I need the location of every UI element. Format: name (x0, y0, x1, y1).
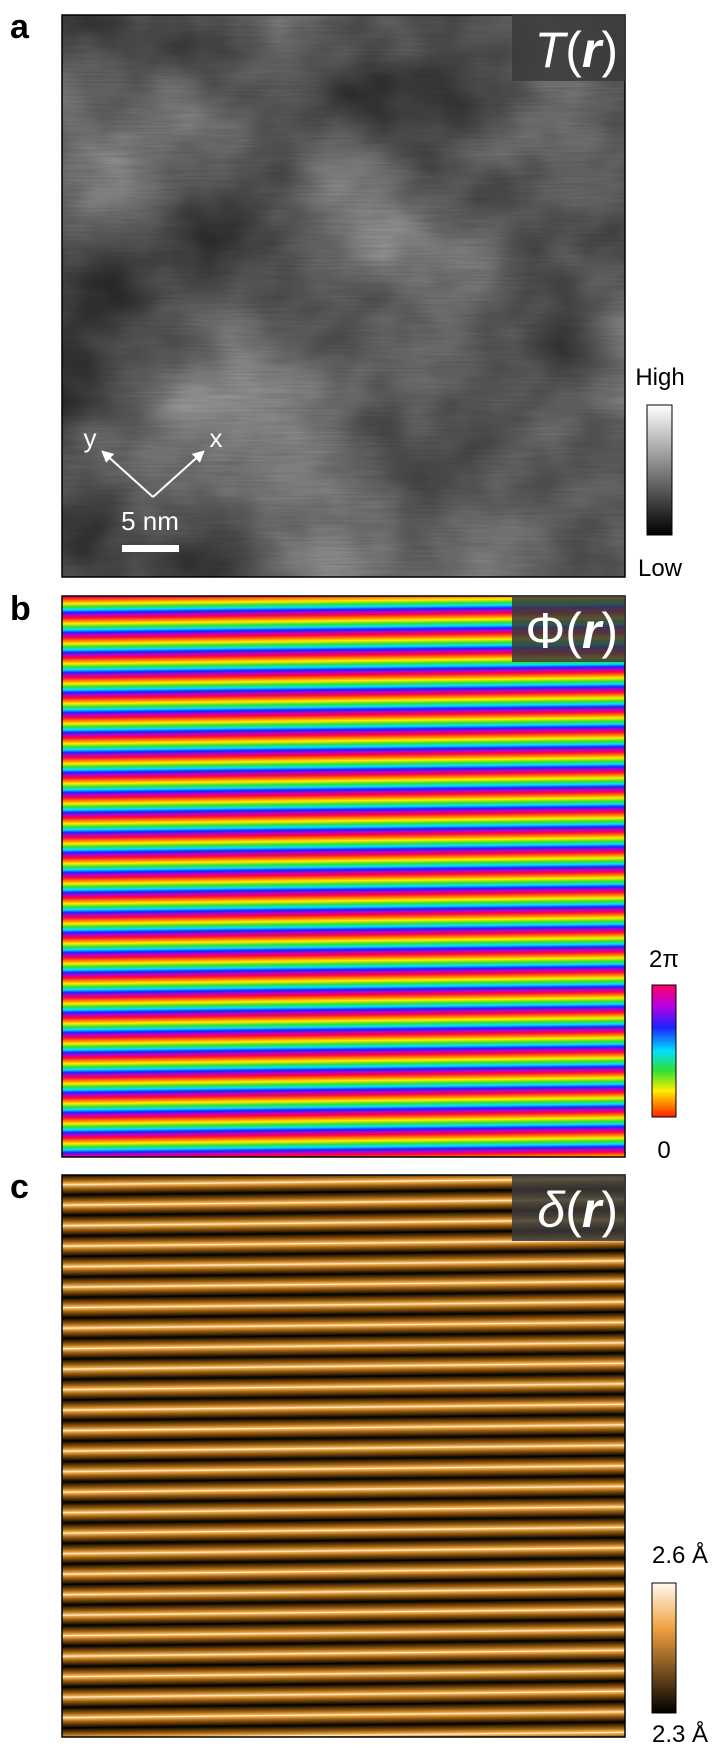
colorbar-top-label: 2π (649, 946, 679, 973)
colorbar-bottom-label: 0 (657, 1137, 670, 1164)
colorbar-top-label: High (635, 364, 684, 391)
panel-label: c (10, 1168, 29, 1206)
title-symbol: T (535, 22, 569, 78)
panel-label: b (10, 590, 31, 628)
frame (61, 1174, 626, 1738)
title-arg: r (582, 1182, 604, 1238)
colorbar-bottom-label: Low (638, 555, 683, 582)
colorbar-bottom-label: 2.3 Å (652, 1720, 708, 1748)
y-axis-arrow (101, 450, 154, 498)
title-symbol: Φ (525, 603, 565, 659)
topography-map (62, 15, 625, 577)
panel-title: T(r) (535, 22, 618, 78)
scale-bar-label: 5 nm (121, 506, 179, 536)
colorbar (651, 984, 677, 1118)
panel-label: a (10, 8, 30, 46)
title-paren: ) (601, 1182, 618, 1238)
colorbar (646, 404, 673, 536)
panel-title: Φ(r) (525, 603, 618, 659)
title-arg: r (582, 22, 604, 78)
title-paren: ) (601, 22, 618, 78)
title-symbol: δ (537, 1182, 566, 1238)
frame (61, 595, 626, 1158)
colorbar-top-label: 2.6 Å (652, 1541, 708, 1569)
title-box (512, 15, 625, 81)
phase-map (62, 596, 625, 1157)
title-paren: ) (601, 603, 618, 659)
y-axis-label: y (84, 423, 97, 453)
scale-bar (122, 545, 179, 552)
title-paren: ( (565, 603, 582, 659)
panel-title: δ(r) (537, 1182, 618, 1238)
x-axis-arrow (152, 450, 205, 498)
title-paren: ( (565, 1182, 582, 1238)
frame (61, 14, 626, 578)
x-axis-label: x (210, 423, 223, 453)
colorbar (651, 1582, 677, 1714)
title-paren: ( (565, 22, 582, 78)
title-box (512, 596, 625, 662)
displacement-map (62, 1175, 625, 1737)
title-arg: r (582, 603, 604, 659)
title-box (512, 1175, 625, 1241)
